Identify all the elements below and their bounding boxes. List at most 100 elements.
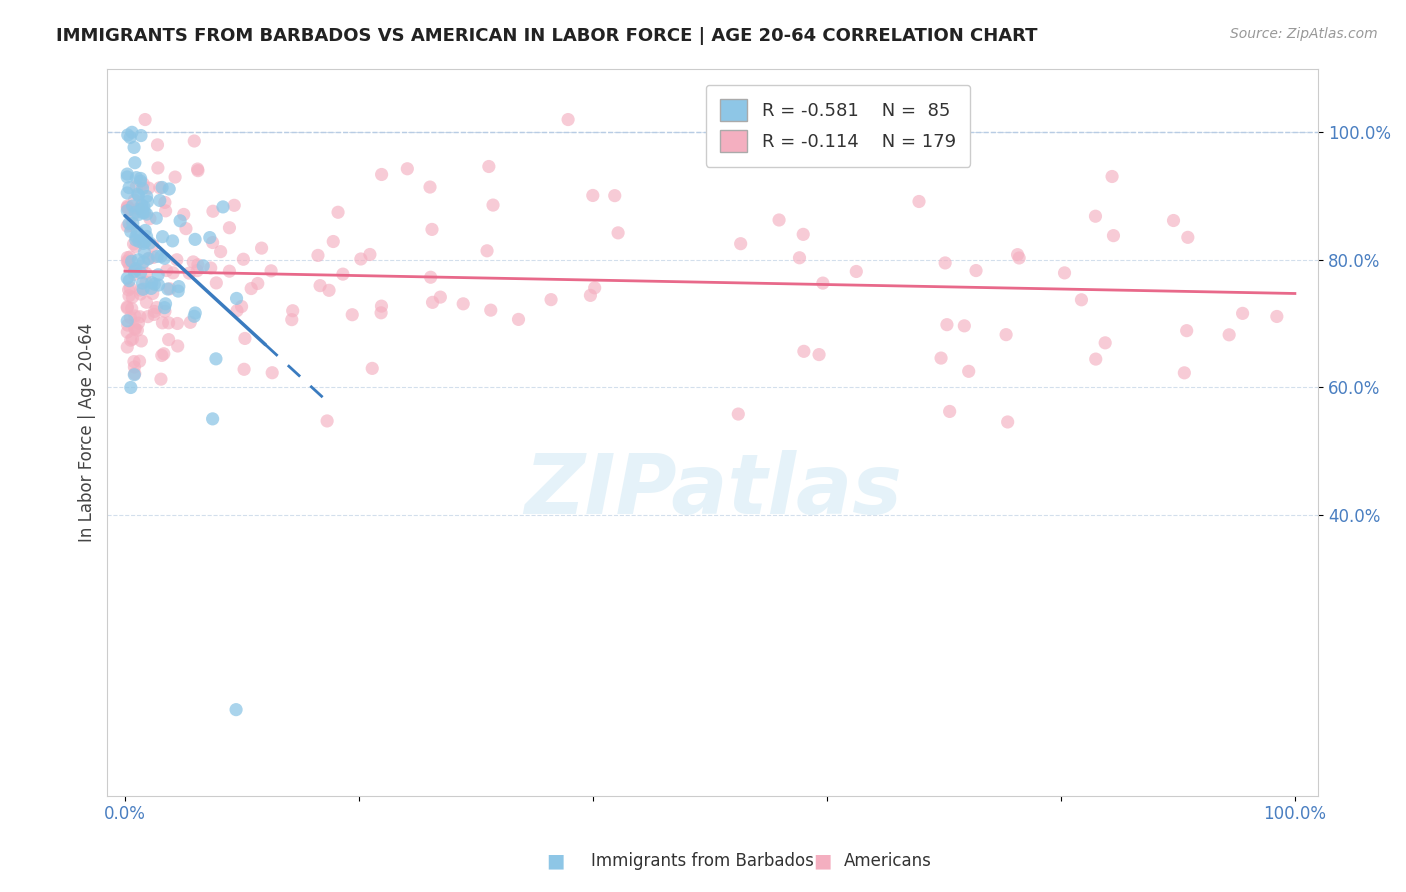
- Point: [148, 268, 170, 282]
- Point: [607, 226, 630, 240]
- Point: [811, 276, 834, 290]
- Point: [135, 207, 157, 221]
- Point: [117, 254, 139, 268]
- Point: [117, 300, 139, 314]
- Point: [184, 306, 207, 320]
- Point: [451, 297, 474, 311]
- Point: [152, 229, 174, 244]
- Point: [149, 194, 172, 208]
- Point: [938, 404, 960, 418]
- Point: [150, 249, 173, 263]
- Point: [125, 179, 148, 194]
- Point: [159, 282, 181, 296]
- Point: [200, 260, 222, 275]
- Point: [129, 174, 152, 188]
- Point: [205, 351, 228, 366]
- Point: [118, 202, 141, 217]
- Point: [135, 295, 157, 310]
- Point: [789, 251, 811, 265]
- Point: [146, 137, 169, 152]
- Point: [134, 235, 156, 249]
- Point: [117, 199, 139, 213]
- Point: [224, 198, 246, 212]
- Point: [582, 188, 605, 202]
- Point: [131, 198, 153, 212]
- Point: [127, 316, 149, 330]
- Point: [957, 364, 980, 378]
- Point: [117, 251, 139, 265]
- Point: [134, 245, 156, 260]
- Point: [730, 236, 752, 251]
- Point: [281, 303, 304, 318]
- Point: [1102, 228, 1125, 243]
- Point: [583, 281, 606, 295]
- Point: [1265, 310, 1288, 324]
- Point: [135, 189, 157, 203]
- Point: [117, 186, 139, 200]
- Point: [1094, 335, 1116, 350]
- Point: [727, 407, 749, 421]
- Point: [142, 286, 165, 301]
- Point: [792, 227, 814, 242]
- Point: [117, 201, 139, 215]
- Text: Americans: Americans: [844, 852, 932, 870]
- Point: [153, 301, 176, 315]
- Point: [117, 318, 139, 332]
- Point: [165, 170, 187, 185]
- Point: [127, 225, 149, 239]
- Point: [120, 224, 142, 238]
- Point: [141, 276, 163, 290]
- Point: [129, 310, 152, 324]
- Point: [908, 194, 931, 209]
- Point: [318, 283, 340, 297]
- Point: [125, 229, 148, 244]
- Point: [117, 271, 139, 285]
- Point: [132, 236, 155, 251]
- Point: [187, 163, 209, 178]
- Point: [225, 292, 247, 306]
- Point: [508, 312, 530, 326]
- Point: [181, 255, 204, 269]
- Point: [1175, 324, 1198, 338]
- Point: [132, 255, 155, 269]
- Point: [134, 205, 156, 219]
- Point: [579, 288, 602, 302]
- Point: [262, 366, 284, 380]
- Point: [124, 321, 146, 335]
- Point: [124, 359, 146, 374]
- Point: [1218, 327, 1240, 342]
- Point: [122, 237, 145, 252]
- Point: [603, 188, 626, 202]
- Point: [198, 230, 221, 244]
- Point: [143, 304, 166, 318]
- Point: [127, 208, 149, 222]
- Point: [260, 264, 283, 278]
- Point: [124, 309, 146, 323]
- Point: [482, 198, 505, 212]
- Point: [187, 258, 209, 272]
- Point: [129, 287, 152, 301]
- Point: [201, 412, 224, 426]
- Point: [124, 268, 146, 282]
- Point: [129, 266, 152, 280]
- Point: [419, 180, 441, 194]
- Point: [117, 167, 139, 181]
- Point: [169, 214, 191, 228]
- Point: [422, 295, 444, 310]
- Point: [122, 354, 145, 368]
- Point: [150, 180, 173, 194]
- Point: [157, 182, 180, 196]
- Point: [139, 211, 162, 226]
- Point: [120, 310, 142, 325]
- Point: [128, 354, 150, 368]
- Point: [121, 301, 143, 316]
- Point: [187, 162, 209, 177]
- Point: [118, 180, 141, 194]
- Point: [124, 367, 146, 381]
- Point: [768, 213, 790, 227]
- Point: [132, 282, 155, 296]
- Point: [307, 248, 329, 262]
- Point: [150, 348, 173, 362]
- Point: [135, 229, 157, 244]
- Point: [929, 351, 952, 365]
